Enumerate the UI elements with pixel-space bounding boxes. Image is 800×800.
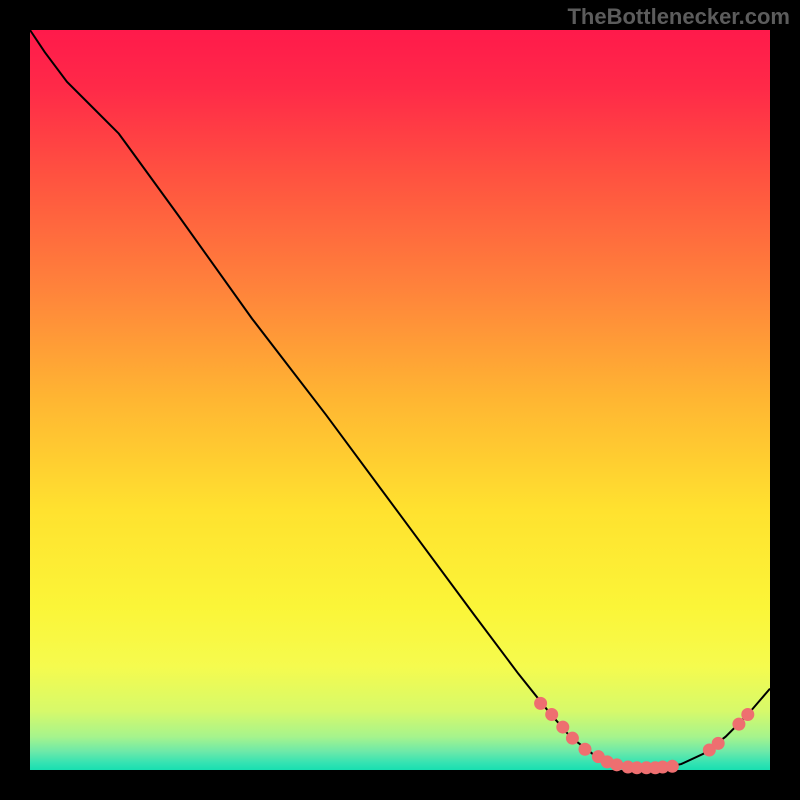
marker-point [611, 759, 623, 771]
marker-point [712, 737, 724, 749]
marker-point [666, 760, 678, 772]
marker-point [742, 709, 754, 721]
marker-point [566, 732, 578, 744]
chart-container: { "watermark": { "text": "TheBottlenecke… [0, 0, 800, 800]
marker-point [546, 709, 558, 721]
marker-point [733, 718, 745, 730]
plot-area [30, 30, 770, 770]
marker-point [535, 697, 547, 709]
marker-point [579, 743, 591, 755]
curve-layer [30, 30, 770, 770]
marker-point [557, 721, 569, 733]
bottleneck-curve [30, 30, 770, 769]
marker-group [535, 697, 754, 773]
watermark-text: TheBottlenecker.com [567, 4, 790, 30]
